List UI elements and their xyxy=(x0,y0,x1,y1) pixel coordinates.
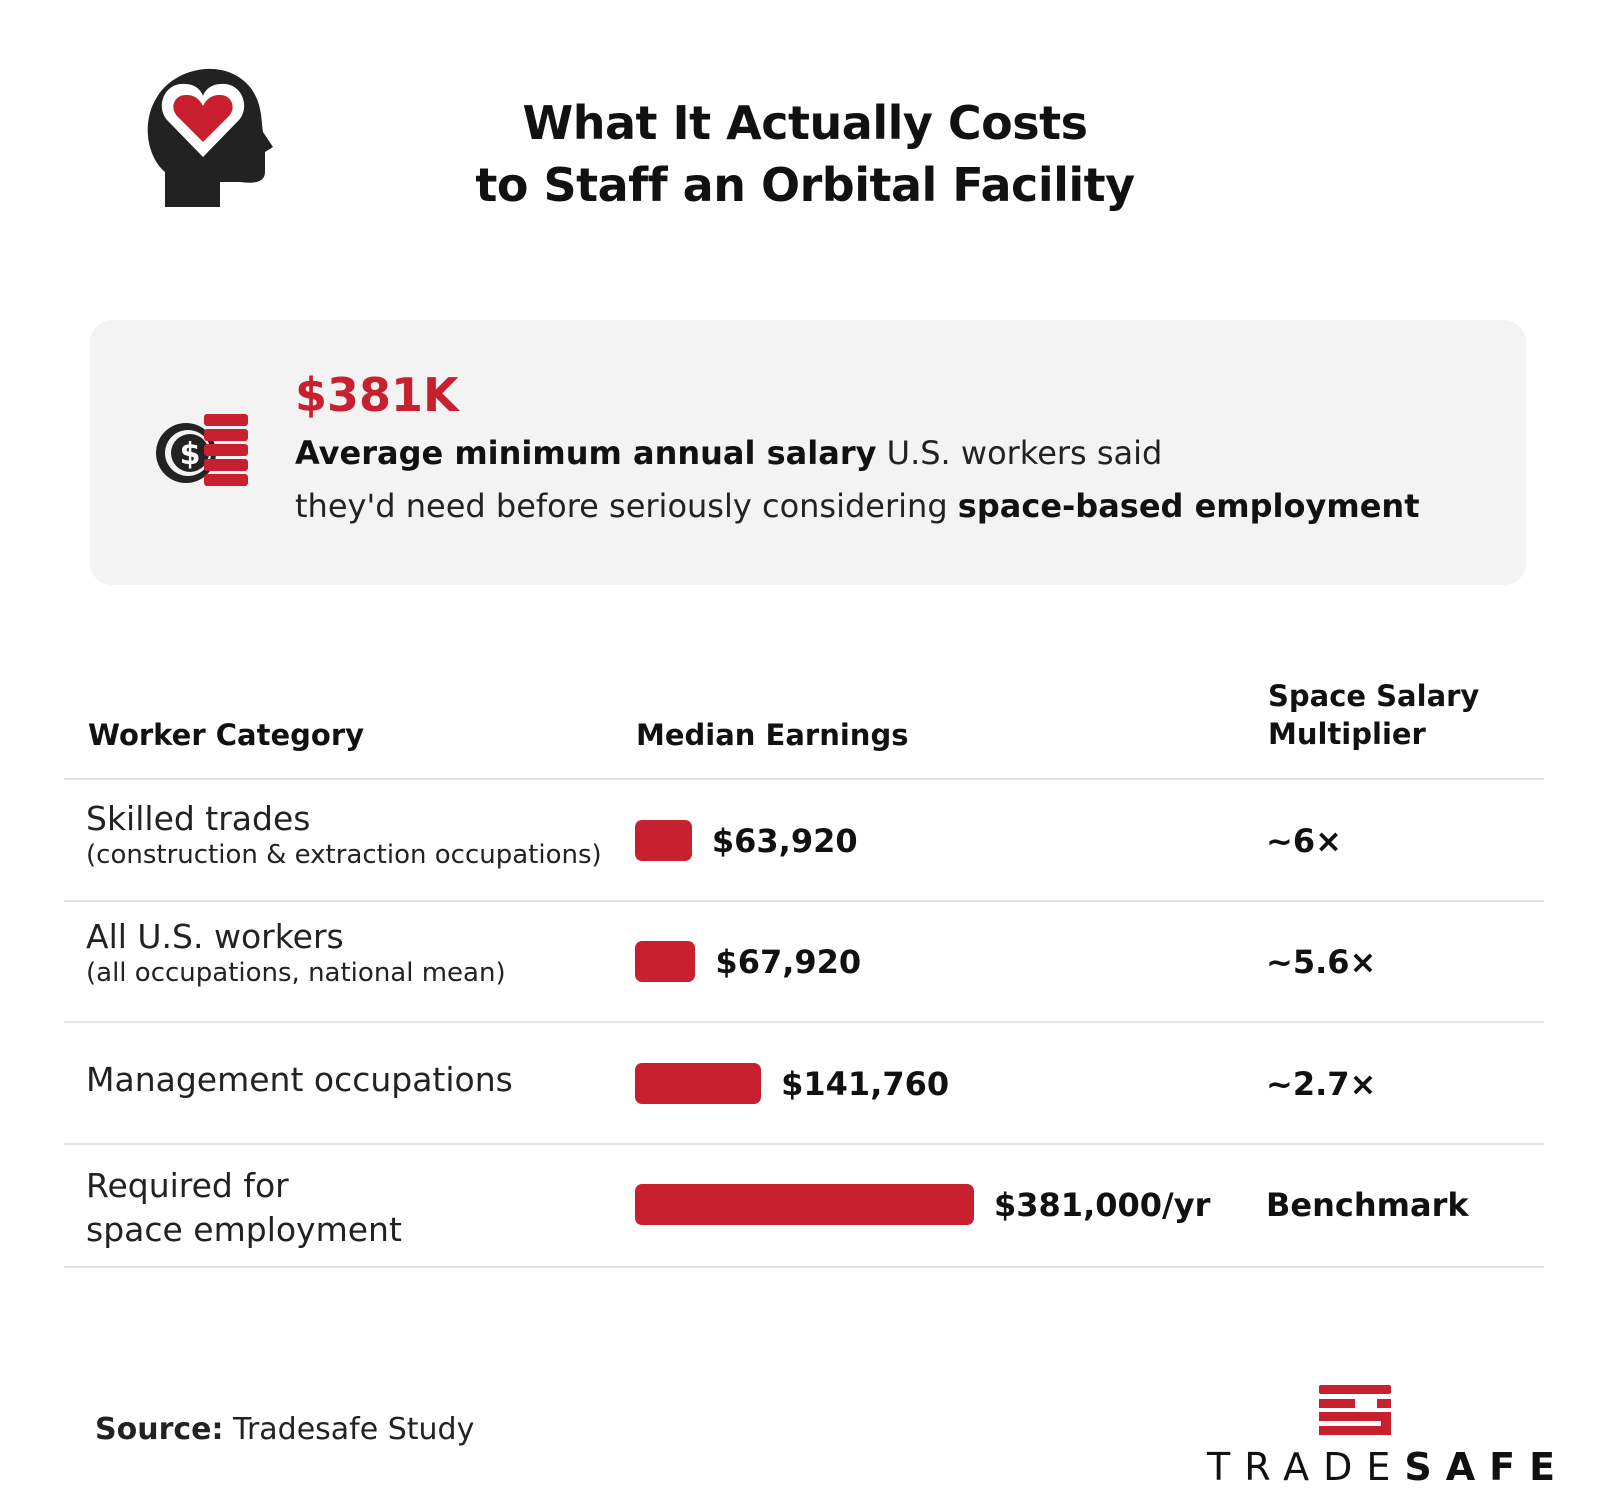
source-text: Tradesafe Study xyxy=(223,1412,475,1447)
row-category-line-2: space employment xyxy=(86,1210,402,1249)
divider xyxy=(64,1143,1544,1145)
highlight-text-1: U.S. workers said xyxy=(876,434,1163,472)
bar-value-label: $67,920 xyxy=(715,943,862,981)
header-median-earnings: Median Earnings xyxy=(636,718,909,752)
row-subcategory: (construction & extraction occupations) xyxy=(86,840,602,870)
row-category: Skilled trades xyxy=(86,799,311,838)
highlight-bold-2: space-based employment xyxy=(957,487,1420,525)
row-category: Management occupations xyxy=(86,1060,513,1099)
highlight-bold-1: Average minimum annual salary xyxy=(295,434,877,472)
source-label: Source: xyxy=(95,1412,224,1447)
row-multiplier: ~5.6× xyxy=(1266,943,1377,981)
header-multiplier: Space Salary Multiplier xyxy=(1268,677,1479,753)
head-heart-icon xyxy=(147,68,273,207)
bar-value-label: $63,920 xyxy=(711,822,858,860)
bar xyxy=(635,820,692,861)
divider xyxy=(64,778,1544,780)
header-multiplier-line-2: Multiplier xyxy=(1268,717,1426,751)
row-multiplier: ~6× xyxy=(1266,822,1342,860)
bar xyxy=(635,1184,974,1225)
bar xyxy=(635,941,696,982)
divider xyxy=(64,1021,1544,1023)
row-subcategory: (all occupations, national mean) xyxy=(86,958,506,988)
header-multiplier-line-1: Space Salary xyxy=(1268,679,1480,713)
tradesafe-logo-mark xyxy=(1319,1385,1391,1435)
coin-stack-icon: $ xyxy=(156,414,248,486)
highlight-value: $381K xyxy=(295,368,459,422)
row-category: Required for xyxy=(86,1166,289,1205)
logo-text-bold: SAFE xyxy=(1404,1445,1570,1489)
highlight-card xyxy=(90,320,1526,585)
row-multiplier: ~2.7× xyxy=(1266,1065,1377,1103)
highlight-text-2: they'd need before seriously considering xyxy=(295,487,958,525)
header-worker-category: Worker Category xyxy=(88,718,365,752)
highlight-text-line-1: Average minimum annual salary U.S. worke… xyxy=(295,434,1162,472)
bar-value-label: $381,000/yr xyxy=(994,1186,1211,1224)
highlight-text-line-2: they'd need before seriously considering… xyxy=(295,487,1419,525)
tradesafe-logo-text: TRADESAFE xyxy=(1207,1445,1569,1489)
logo-text-light: TRADE xyxy=(1207,1445,1405,1489)
title-line-2: to Staff an Orbital Facility xyxy=(475,158,1135,212)
bar-value-label: $141,760 xyxy=(781,1065,950,1103)
svg-text:$: $ xyxy=(180,437,201,472)
source-note: Source: Tradesafe Study xyxy=(95,1412,474,1447)
row-multiplier: Benchmark xyxy=(1266,1186,1469,1224)
bar xyxy=(635,1063,762,1104)
page-title: What It Actually Costs to Staff an Orbit… xyxy=(380,92,1230,216)
row-category: All U.S. workers xyxy=(86,917,344,956)
divider xyxy=(64,900,1544,902)
divider xyxy=(64,1266,1544,1268)
title-line-1: What It Actually Costs xyxy=(522,96,1088,150)
